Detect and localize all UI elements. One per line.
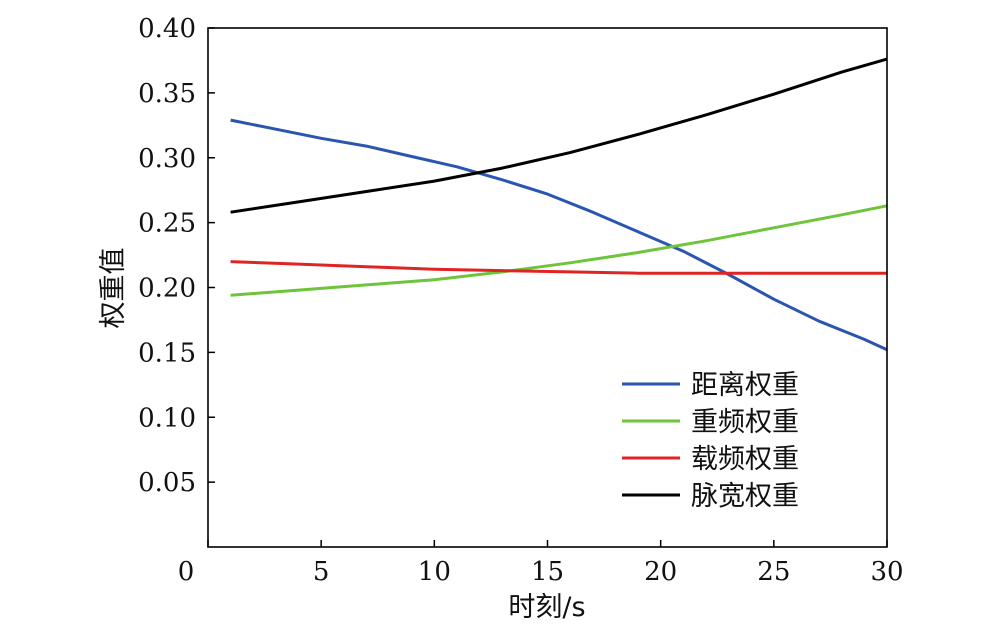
x-tick-label: 30	[870, 557, 903, 587]
y-tick-label: 0.15	[138, 338, 196, 368]
series-line-3	[230, 57, 888, 214]
legend-item: 载频权重	[622, 444, 799, 475]
legend-item: 距离权重	[622, 370, 799, 401]
legend-item: 脉宽权重	[622, 481, 799, 512]
series-line-1	[230, 204, 888, 297]
x-tick-label: 0	[178, 557, 195, 587]
x-tick-label: 20	[644, 557, 677, 587]
y-axis-ticks: 0.05 0.10 0.15 0.20 0.25 0.30 0.35 0.40	[138, 14, 215, 498]
legend-label: 距离权重	[691, 370, 799, 401]
y-tick-label: 0.30	[138, 144, 196, 174]
legend-label: 重频权重	[691, 407, 799, 438]
legend-label: 载频权重	[691, 444, 799, 475]
x-axis-ticks: 0 5 10 15 20 25 30	[178, 540, 904, 587]
y-tick-label: 0.10	[138, 403, 196, 433]
legend-item: 重频权重	[622, 407, 799, 438]
y-axis-title: 权重值	[98, 248, 129, 329]
x-tick-label: 15	[531, 557, 564, 587]
y-tick-label: 0.40	[138, 14, 196, 44]
y-tick-label: 0.05	[138, 468, 196, 498]
x-tick-label: 10	[418, 557, 451, 587]
y-tick-label: 0.20	[138, 274, 196, 304]
y-tick-label: 0.25	[138, 209, 196, 239]
y-tick-label: 0.35	[138, 79, 196, 109]
x-tick-label: 25	[757, 557, 790, 587]
series-line-2	[230, 260, 887, 275]
legend-label: 脉宽权重	[691, 481, 799, 512]
x-axis-title: 时刻/s	[508, 592, 585, 623]
series-line-0	[230, 118, 888, 352]
plot-lines	[230, 57, 888, 352]
x-tick-label: 5	[313, 557, 330, 587]
